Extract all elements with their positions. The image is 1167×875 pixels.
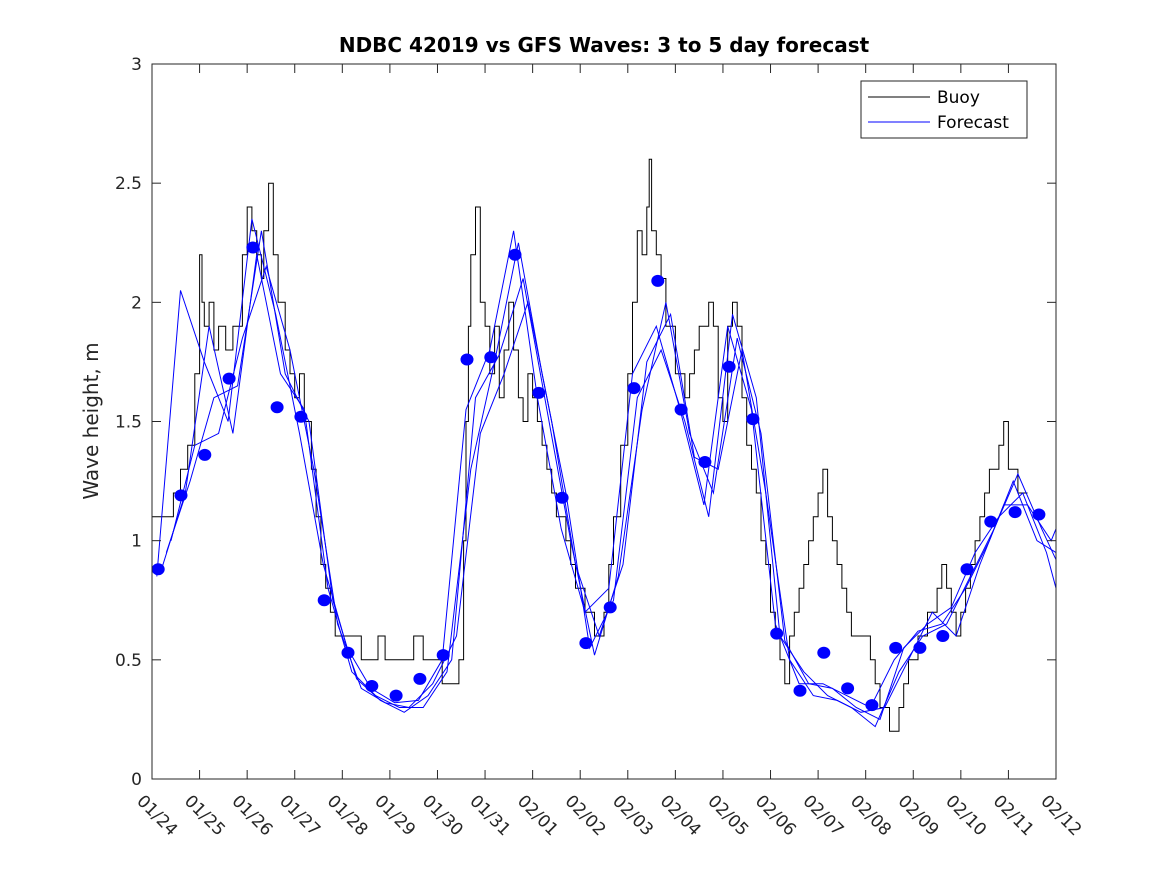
- buoy-line: [152, 158, 1028, 732]
- forecast-marker: [651, 274, 665, 287]
- forecast-marker: [198, 448, 212, 461]
- y-axis-ticks: 0 0.5 1 1.5 2 2.5 3: [115, 55, 1056, 790]
- forecast-marker: [722, 360, 736, 373]
- y-tick-label: 0.5: [115, 651, 142, 671]
- forecast-marker: [579, 637, 593, 650]
- forecast-marker: [294, 410, 308, 423]
- forecast-marker: [841, 682, 855, 695]
- forecast-marker: [413, 672, 427, 685]
- forecast-marker: [508, 248, 522, 261]
- forecast-marker-layer: [151, 241, 1046, 712]
- forecast-marker: [984, 515, 998, 528]
- forecast-marker: [151, 563, 165, 576]
- y-tick-label: 1: [131, 532, 142, 552]
- forecast-marker: [603, 601, 617, 614]
- forecast-marker: [746, 413, 760, 426]
- legend-forecast-label: Forecast: [937, 113, 1009, 133]
- y-tick-label: 1.5: [115, 413, 142, 433]
- forecast-marker: [1008, 506, 1022, 519]
- forecast-marker: [246, 241, 260, 254]
- forecast-marker: [674, 403, 688, 416]
- forecast-marker: [913, 641, 927, 654]
- y-tick-label: 3: [131, 55, 142, 75]
- forecast-marker: [174, 489, 188, 502]
- forecast-line-3: [165, 230, 1057, 721]
- forecast-marker: [770, 627, 784, 640]
- plot-area: [152, 64, 1056, 779]
- forecast-marker: [936, 630, 950, 642]
- forecast-marker: [222, 372, 236, 385]
- y-axis-label: Wave height, m: [79, 342, 103, 499]
- forecast-marker: [627, 382, 641, 395]
- forecast-marker: [1032, 508, 1046, 521]
- forecast-marker: [436, 649, 450, 662]
- forecast-marker: [793, 684, 807, 697]
- chart-title: NDBC 42019 vs GFS Waves: 3 to 5 day fore…: [339, 33, 870, 57]
- forecast-marker: [960, 563, 974, 576]
- forecast-marker: [865, 699, 879, 712]
- forecast-marker: [532, 386, 546, 399]
- legend-buoy-label: Buoy: [937, 88, 980, 108]
- forecast-marker: [817, 646, 831, 659]
- buoy-series-layer: [152, 158, 1028, 732]
- forecast-marker: [341, 646, 355, 659]
- y-tick-label: 0: [131, 770, 142, 790]
- forecast-marker: [555, 491, 569, 504]
- y-tick-label: 2.5: [115, 174, 142, 194]
- forecast-marker: [889, 641, 903, 654]
- forecast-line-4: [170, 264, 1057, 713]
- forecast-marker: [389, 689, 403, 702]
- y-tick-label: 2: [131, 293, 142, 313]
- forecast-marker: [270, 401, 284, 414]
- legend: Buoy Forecast: [860, 80, 1028, 139]
- forecast-marker: [317, 594, 331, 607]
- forecast-marker: [365, 680, 379, 692]
- forecast-marker: [698, 456, 712, 468]
- legend-box: [860, 80, 1028, 139]
- forecast-marker: [484, 351, 498, 364]
- forecast-marker: [460, 353, 474, 366]
- forecast-line-1: [156, 218, 1057, 709]
